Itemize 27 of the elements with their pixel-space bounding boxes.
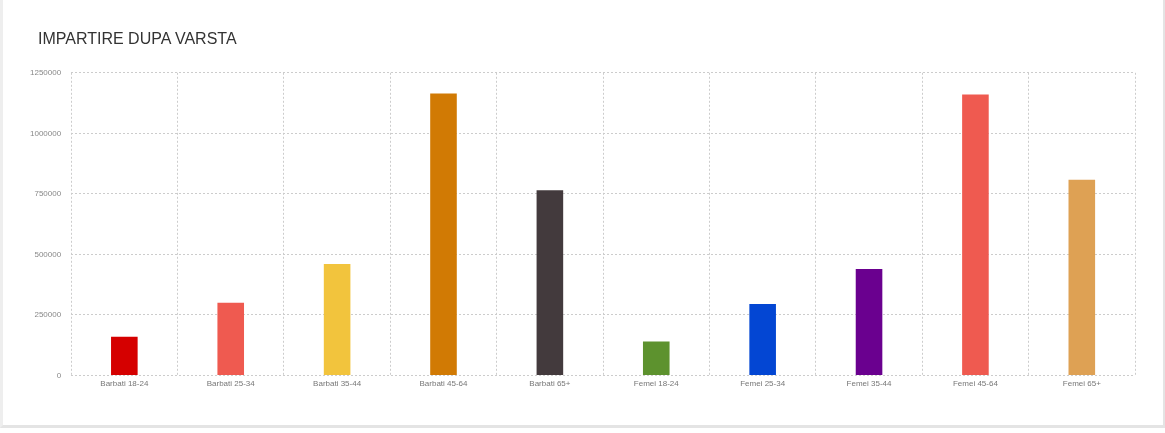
x-tick-label: Femei 18-24 [633, 379, 680, 389]
bar [749, 303, 776, 375]
x-tick-label: Barbati 25-34 [206, 379, 256, 389]
bar [323, 264, 351, 375]
y-tick-label: 500000 [34, 249, 62, 259]
y-tick-label: 1250000 [29, 68, 62, 77]
bar [855, 268, 883, 375]
x-tick-label: Barbati 65+ [529, 379, 571, 389]
bar [430, 93, 457, 375]
bar [1068, 179, 1096, 375]
x-tick-label: Barbati 18-24 [100, 379, 149, 389]
bar [642, 341, 670, 375]
x-tick-label: Barbati 35-44 [313, 379, 362, 389]
bar [962, 94, 989, 375]
chart-title: IMPARTIRE DUPA VARSTA [38, 30, 237, 48]
x-tick-label: Barbati 45-64 [419, 379, 469, 389]
bar [217, 302, 245, 375]
y-tick-label: 0 [56, 370, 62, 380]
y-tick-label: 750000 [34, 189, 62, 199]
x-tick-label: Femei 35-44 [846, 379, 893, 389]
y-tick-label: 250000 [34, 310, 62, 320]
y-tick-label: 1000000 [29, 128, 62, 138]
bar [536, 190, 564, 375]
bar [111, 336, 138, 375]
x-tick-label: Femei 65+ [1062, 379, 1102, 389]
x-tick-label: Femei 45-64 [952, 379, 999, 389]
x-tick-label: Femei 25-34 [740, 379, 786, 389]
